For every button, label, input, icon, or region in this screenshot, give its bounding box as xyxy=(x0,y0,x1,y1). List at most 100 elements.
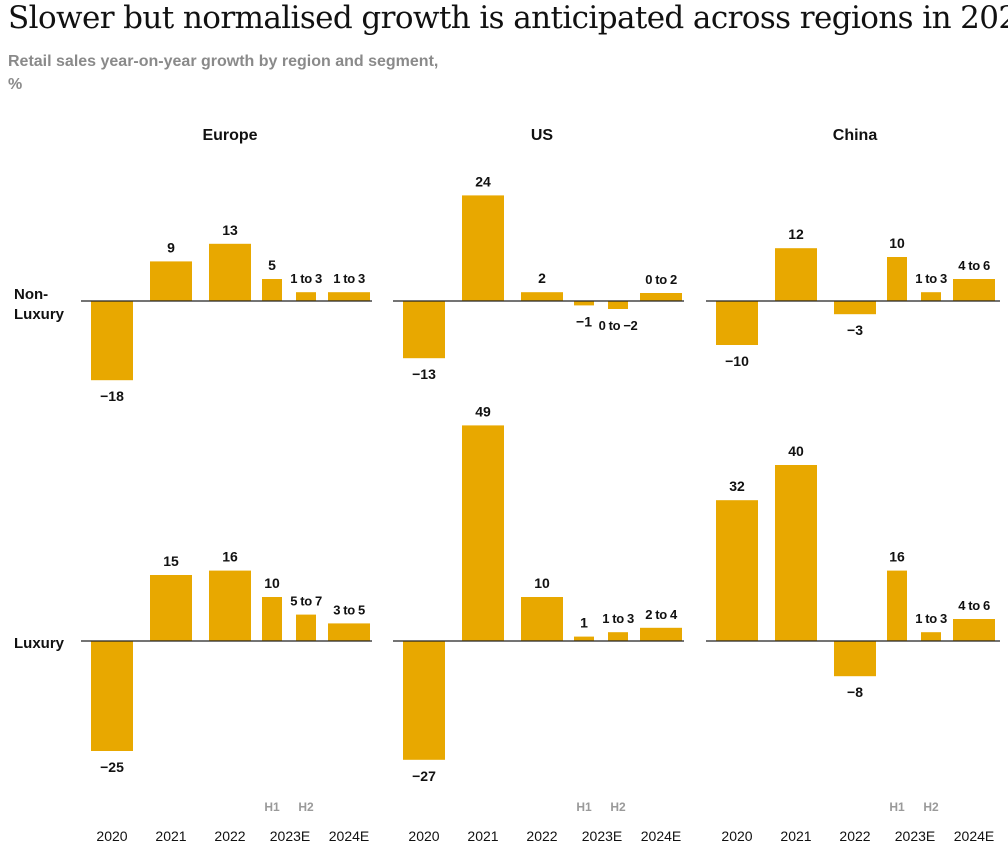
x-tick-label: 2024E xyxy=(641,828,681,844)
data-label: −1 xyxy=(576,313,592,329)
data-label: 2 xyxy=(538,270,546,286)
data-label: 5 xyxy=(268,257,276,273)
data-label: 16 xyxy=(222,549,238,565)
data-label: −13 xyxy=(412,366,436,382)
half-label-h2: H2 xyxy=(610,800,626,814)
data-label: 15 xyxy=(163,553,179,569)
bar xyxy=(640,293,682,301)
data-label: 3 to 5 xyxy=(333,602,365,617)
data-label: 0 to 2 xyxy=(645,272,677,287)
chart-subtitle: Retail sales year-on-year growth by regi… xyxy=(8,50,478,96)
bar xyxy=(716,301,758,345)
bar xyxy=(262,597,282,641)
data-label: −10 xyxy=(725,353,749,369)
data-label: 32 xyxy=(729,478,745,494)
region-header: Europe xyxy=(202,127,257,144)
data-label: 1 to 3 xyxy=(290,271,322,286)
row-label-luxury: Luxury xyxy=(14,635,65,652)
data-label: 1 to 3 xyxy=(602,611,634,626)
x-tick-label: 2023E xyxy=(582,828,622,844)
bar xyxy=(91,641,133,751)
data-label: −18 xyxy=(100,388,124,404)
data-label: 1 to 3 xyxy=(915,611,947,626)
x-tick-label: 2022 xyxy=(214,828,245,844)
x-tick-label: 2024E xyxy=(954,828,994,844)
bar xyxy=(608,301,628,309)
bar xyxy=(887,257,907,301)
data-label: 13 xyxy=(222,222,238,238)
row-label-non-luxury: Non- xyxy=(14,286,48,303)
x-tick-label: 2022 xyxy=(526,828,557,844)
x-tick-label: 2021 xyxy=(467,828,498,844)
bar xyxy=(574,636,594,641)
bar xyxy=(91,301,133,381)
bar xyxy=(775,465,817,641)
region-header: China xyxy=(833,127,878,144)
bar xyxy=(403,301,445,359)
data-label: 10 xyxy=(534,575,550,591)
bar xyxy=(403,641,445,760)
bar xyxy=(953,619,995,641)
half-label-h2: H2 xyxy=(923,800,939,814)
bar xyxy=(462,195,504,301)
data-label: 4 to 6 xyxy=(958,258,990,273)
bar xyxy=(716,500,758,641)
bar xyxy=(640,627,682,641)
data-label: 10 xyxy=(889,235,905,251)
bar xyxy=(296,614,316,641)
bar xyxy=(328,623,370,641)
data-label: 4 to 6 xyxy=(958,598,990,613)
x-tick-label: 2023E xyxy=(895,828,935,844)
bar xyxy=(887,570,907,641)
bar xyxy=(150,261,192,301)
x-tick-label: 2020 xyxy=(721,828,752,844)
data-label: 1 to 3 xyxy=(333,271,365,286)
data-label: −27 xyxy=(412,768,436,784)
data-label: 10 xyxy=(264,575,280,591)
half-label-h2: H2 xyxy=(298,800,314,814)
data-label: 12 xyxy=(788,226,804,242)
half-label-h1: H1 xyxy=(889,800,905,814)
data-label: 16 xyxy=(889,549,905,565)
bar xyxy=(521,292,563,301)
bar xyxy=(775,248,817,301)
x-tick-label: 2020 xyxy=(408,828,439,844)
data-label: 49 xyxy=(475,403,491,419)
half-label-h1: H1 xyxy=(264,800,280,814)
data-label: −25 xyxy=(100,759,124,775)
bar xyxy=(521,597,563,641)
bar xyxy=(921,632,941,641)
subtitle-text: Retail sales year-on-year growth by regi… xyxy=(8,53,439,70)
bar xyxy=(921,292,941,301)
bar xyxy=(574,301,594,306)
x-tick-label: 2023E xyxy=(270,828,310,844)
x-tick-label: 2020 xyxy=(96,828,127,844)
chart-title: Slower but normalised growth is anticipa… xyxy=(8,0,1008,36)
x-tick-label: 2024E xyxy=(329,828,369,844)
bar xyxy=(262,279,282,301)
data-label: −3 xyxy=(847,322,863,338)
bar xyxy=(834,641,876,677)
bar xyxy=(953,279,995,301)
bar xyxy=(209,570,251,641)
data-label: 24 xyxy=(475,173,491,189)
row-label-non-luxury: Luxury xyxy=(14,306,65,323)
data-label: 0 to −2 xyxy=(599,318,638,333)
x-tick-label: 2022 xyxy=(839,828,870,844)
half-label-h1: H1 xyxy=(576,800,592,814)
data-label: 1 xyxy=(580,615,588,631)
bar xyxy=(462,425,504,641)
bar xyxy=(150,575,192,641)
data-label: 9 xyxy=(167,239,175,255)
data-label: 40 xyxy=(788,443,804,459)
bar xyxy=(608,632,628,641)
bar xyxy=(209,243,251,301)
region-header: US xyxy=(531,127,554,144)
bar xyxy=(328,292,370,301)
data-label: 2 to 4 xyxy=(645,607,678,622)
x-tick-label: 2021 xyxy=(155,828,186,844)
data-label: 5 to 7 xyxy=(290,594,322,609)
data-label: −8 xyxy=(847,684,863,700)
unit-label: % xyxy=(8,76,23,93)
